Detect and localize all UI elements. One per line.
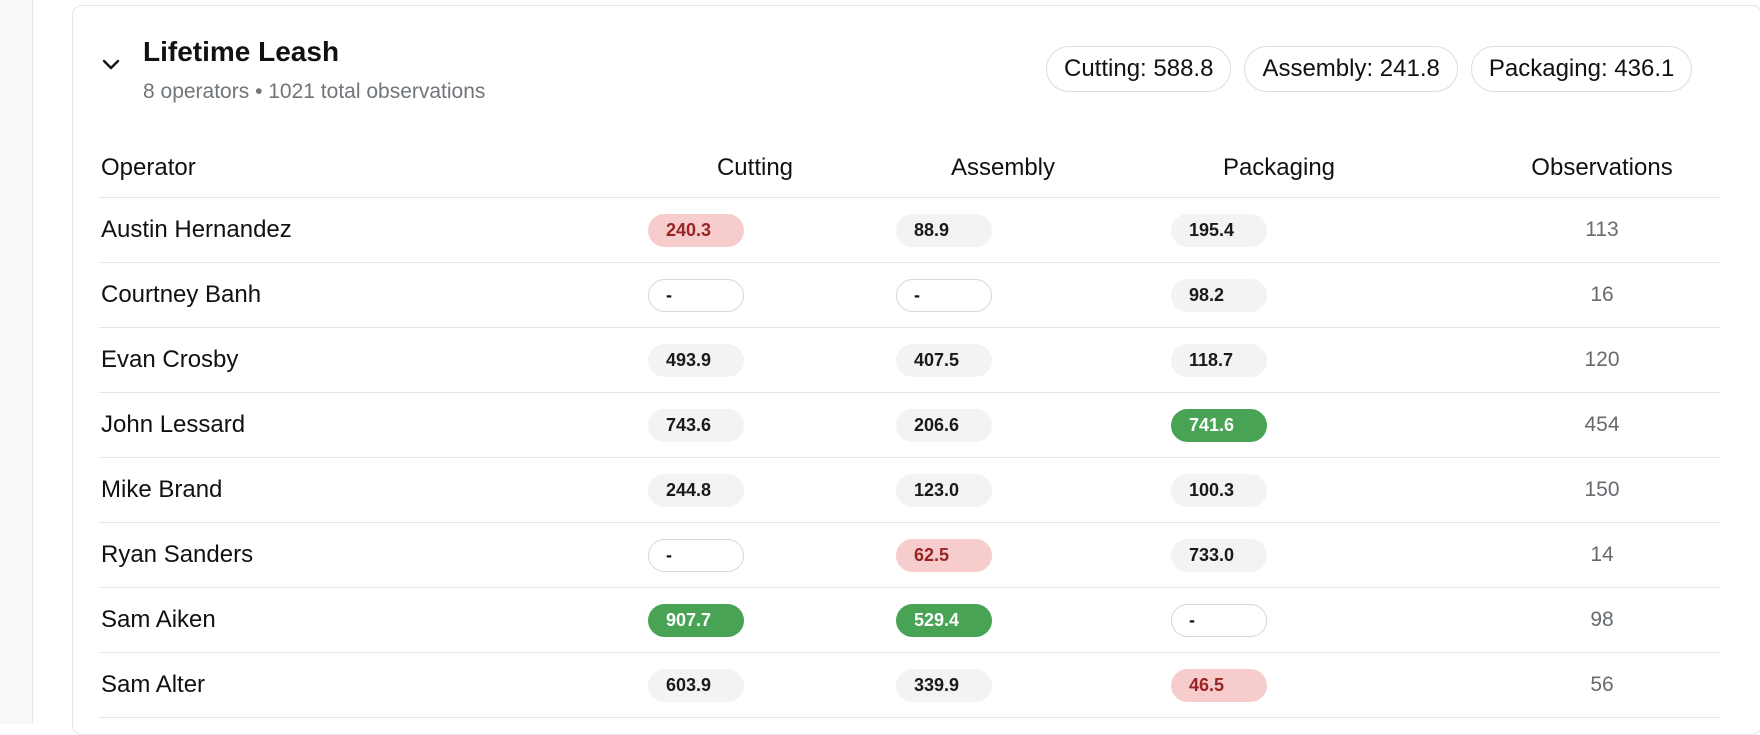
assembly-cell: - bbox=[896, 263, 992, 327]
table-row: John Lessard 743.6 206.6 741.6 454 bbox=[99, 393, 1721, 458]
assembly-cell: 407.5 bbox=[896, 328, 992, 392]
table-row: Ryan Sanders - 62.5 733.0 14 bbox=[99, 523, 1721, 588]
table-row: Austin Hernandez 240.3 88.9 195.4 113 bbox=[99, 198, 1721, 263]
operator-name: Sam Aiken bbox=[101, 606, 216, 633]
packaging-cell: - bbox=[1171, 588, 1267, 652]
header-cutting: Cutting bbox=[716, 153, 794, 181]
assembly-value-pill: 407.5 bbox=[896, 343, 992, 377]
operator-name: Courtney Banh bbox=[101, 281, 262, 308]
packaging-value-pill: 100.3 bbox=[1171, 473, 1267, 507]
cutting-cell: - bbox=[648, 263, 744, 327]
observations-count: 98 bbox=[1590, 608, 1614, 631]
assembly-cell: 123.0 bbox=[896, 458, 992, 522]
assembly-cell: 206.6 bbox=[896, 393, 992, 457]
cutting-value-pill: 907.7 bbox=[648, 603, 744, 637]
table-row: Sam Aiken 907.7 529.4 - 98 bbox=[99, 588, 1721, 653]
packaging-value-pill: 733.0 bbox=[1171, 538, 1267, 572]
cutting-cell: 743.6 bbox=[648, 393, 744, 457]
operator-name: John Lessard bbox=[101, 411, 246, 438]
observations-count: 56 bbox=[1590, 673, 1614, 696]
cutting-value-pill: - bbox=[648, 538, 744, 572]
packaging-value-pill: - bbox=[1171, 603, 1267, 637]
observations-count: 14 bbox=[1590, 543, 1614, 566]
cutting-cell: 244.8 bbox=[648, 458, 744, 522]
left-rail bbox=[0, 0, 33, 724]
table-body: Austin Hernandez 240.3 88.9 195.4 113 Courtne… bbox=[99, 198, 1721, 718]
chip-cutting: Cutting: 588.8 bbox=[1046, 46, 1232, 92]
cutting-value-pill: - bbox=[648, 278, 744, 312]
operator-name: Austin Hernandez bbox=[101, 216, 292, 243]
cutting-value-pill: 603.9 bbox=[648, 668, 744, 702]
card-subtitle: 8 operators • 1021 total observations bbox=[143, 80, 486, 103]
table-row: Mike Brand 244.8 123.0 100.3 150 bbox=[99, 458, 1721, 523]
packaging-cell: 741.6 bbox=[1171, 393, 1267, 457]
operator-table: Operator Cutting Assembly Packaging Obse… bbox=[99, 138, 1721, 718]
operator-name: Mike Brand bbox=[101, 476, 223, 503]
observations-count: 113 bbox=[1585, 218, 1619, 241]
packaging-cell: 46.5 bbox=[1171, 653, 1267, 717]
assembly-cell: 62.5 bbox=[896, 523, 992, 587]
packaging-cell: 98.2 bbox=[1171, 263, 1267, 327]
operator-name: Sam Alter bbox=[101, 671, 206, 698]
assembly-value-pill: 88.9 bbox=[896, 213, 992, 247]
table-row: Courtney Banh - - 98.2 16 bbox=[99, 263, 1721, 328]
packaging-value-pill: 195.4 bbox=[1171, 213, 1267, 247]
cutting-value-pill: 493.9 bbox=[648, 343, 744, 377]
table-row: Evan Crosby 493.9 407.5 118.7 120 bbox=[99, 328, 1721, 393]
assembly-cell: 339.9 bbox=[896, 653, 992, 717]
packaging-value-pill: 741.6 bbox=[1171, 408, 1267, 442]
assembly-value-pill: - bbox=[896, 278, 992, 312]
operator-name: Ryan Sanders bbox=[101, 541, 254, 568]
observations-count: 150 bbox=[1584, 478, 1620, 501]
packaging-value-pill: 98.2 bbox=[1171, 278, 1267, 312]
chip-assembly: Assembly: 241.8 bbox=[1244, 46, 1458, 92]
cutting-value-pill: 240.3 bbox=[648, 213, 744, 247]
packaging-cell: 100.3 bbox=[1171, 458, 1267, 522]
assembly-cell: 88.9 bbox=[896, 198, 992, 262]
cutting-value-pill: 743.6 bbox=[648, 408, 744, 442]
header-assembly: Assembly bbox=[950, 153, 1056, 181]
summary-chips: Cutting: 588.8 Assembly: 241.8 Packaging… bbox=[1046, 46, 1693, 92]
assembly-cell: 529.4 bbox=[896, 588, 992, 652]
cutting-cell: 907.7 bbox=[648, 588, 744, 652]
cutting-cell: 493.9 bbox=[648, 328, 744, 392]
cutting-cell: - bbox=[648, 523, 744, 587]
packaging-cell: 195.4 bbox=[1171, 198, 1267, 262]
header-observations: Observations bbox=[1531, 153, 1673, 181]
operator-name: Evan Crosby bbox=[101, 346, 239, 373]
assembly-value-pill: 529.4 bbox=[896, 603, 992, 637]
table-header: Operator Cutting Assembly Packaging Obse… bbox=[99, 138, 1721, 198]
header-operator: Operator bbox=[101, 153, 196, 181]
packaging-cell: 118.7 bbox=[1171, 328, 1267, 392]
chip-packaging: Packaging: 436.1 bbox=[1470, 46, 1693, 92]
header-packaging: Packaging bbox=[1222, 153, 1336, 181]
chevron-down-icon[interactable] bbox=[102, 58, 120, 72]
packaging-value-pill: 118.7 bbox=[1171, 343, 1267, 377]
packaging-cell: 733.0 bbox=[1171, 523, 1267, 587]
table-row: Sam Alter 603.9 339.9 46.5 56 bbox=[99, 653, 1721, 718]
card-title: Lifetime Leash bbox=[143, 36, 340, 67]
observations-count: 16 bbox=[1590, 283, 1614, 306]
observations-count: 120 bbox=[1584, 348, 1620, 371]
cutting-cell: 603.9 bbox=[648, 653, 744, 717]
cutting-value-pill: 244.8 bbox=[648, 473, 744, 507]
assembly-value-pill: 339.9 bbox=[896, 668, 992, 702]
assembly-value-pill: 62.5 bbox=[896, 538, 992, 572]
packaging-value-pill: 46.5 bbox=[1171, 668, 1267, 702]
assembly-value-pill: 123.0 bbox=[896, 473, 992, 507]
observations-count: 454 bbox=[1584, 413, 1620, 436]
assembly-value-pill: 206.6 bbox=[896, 408, 992, 442]
cutting-cell: 240.3 bbox=[648, 198, 744, 262]
